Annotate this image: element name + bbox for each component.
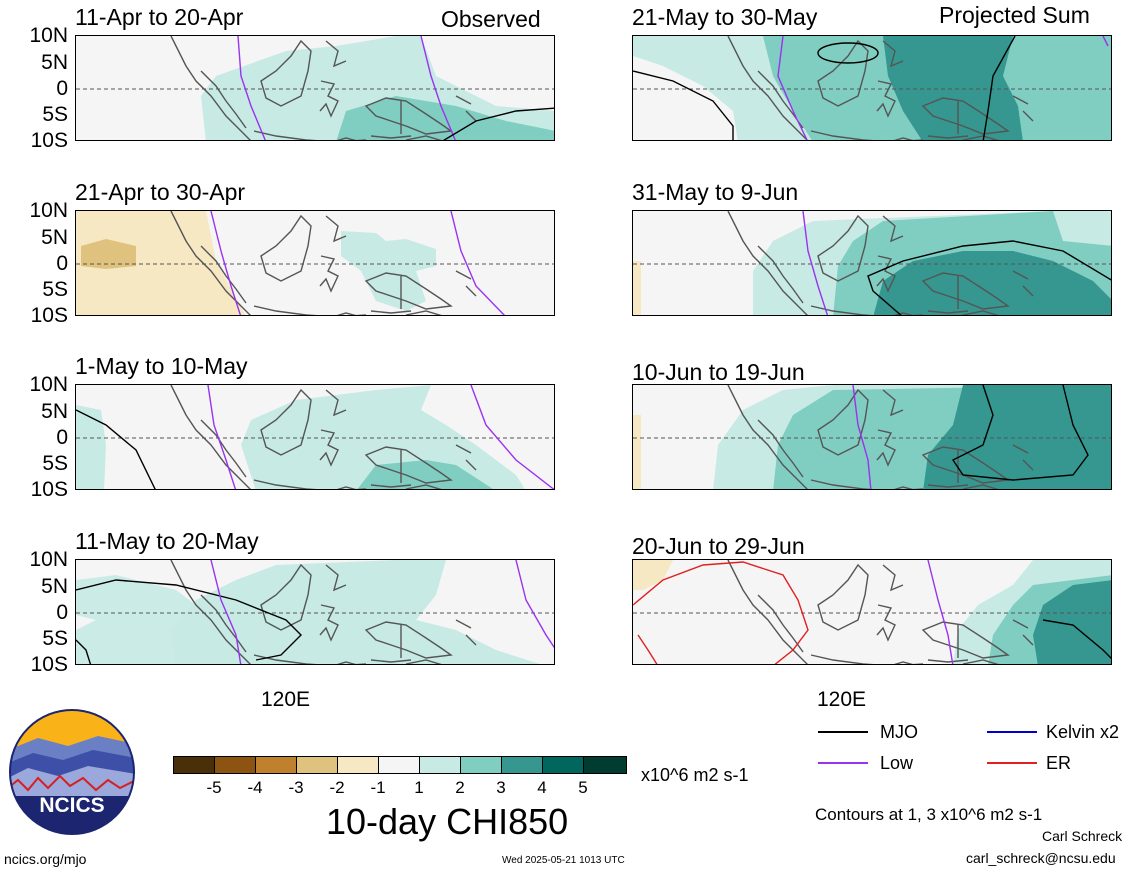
lat-label-0: 0 xyxy=(56,426,68,449)
map-panel-3 xyxy=(75,384,555,490)
colorbar-swatch xyxy=(255,756,297,774)
legend-mjo-line xyxy=(818,731,868,733)
colorbar-swatch xyxy=(501,756,543,774)
chart-title: 10-day CHI850 xyxy=(326,801,569,842)
colorbar-swatch xyxy=(337,756,379,774)
author-email[interactable]: carl_schreck@ncsu.edu xyxy=(966,850,1116,866)
colorbar-swatch xyxy=(378,756,420,774)
lat-label-10s: 10S xyxy=(30,129,68,152)
lat-label-5n: 5N xyxy=(41,575,68,598)
panel-8-title: 20-Jun to 29-Jun xyxy=(632,533,805,559)
panel-4-title: 11-May to 20-May xyxy=(75,528,259,554)
colorbar-swatch xyxy=(542,756,584,774)
map-panel-4 xyxy=(75,559,555,665)
panel-2-title: 21-Apr to 30-Apr xyxy=(75,179,246,205)
map-panel-8 xyxy=(632,559,1112,665)
colorbar xyxy=(173,756,627,774)
colorbar-label: -3 xyxy=(288,778,304,797)
colorbar-label: 3 xyxy=(496,778,506,797)
colorbar-swatch xyxy=(214,756,256,774)
logo-text: NCICS xyxy=(39,794,105,817)
legend-low-line xyxy=(818,762,868,764)
panel-3-title: 1-May to 10-May xyxy=(75,353,248,379)
map-panel-7 xyxy=(632,384,1112,490)
lat-label-0: 0 xyxy=(56,601,68,624)
legend-er-line xyxy=(987,762,1037,764)
colorbar-swatch xyxy=(460,756,502,774)
colorbar-label: -4 xyxy=(247,778,263,797)
projected-header: Projected Sum xyxy=(939,2,1090,28)
colorbar-label: -2 xyxy=(329,778,345,797)
map-panel-2 xyxy=(75,210,555,316)
lat-label-10s: 10S xyxy=(30,304,68,327)
panel-5-title: 21-May to 30-May xyxy=(632,4,818,30)
lat-label-10n: 10N xyxy=(29,199,68,222)
lat-label-5n: 5N xyxy=(41,226,68,249)
map-panel-5 xyxy=(632,35,1112,141)
ncics-logo: NCICS xyxy=(8,708,136,836)
colorbar-swatch xyxy=(419,756,461,774)
colorbar-swatch xyxy=(583,756,627,774)
source-url[interactable]: ncics.org/mjo xyxy=(4,851,87,867)
colorbar-label: -1 xyxy=(370,778,386,797)
contour-note: Contours at 1, 3 x10^6 m2 s-1 xyxy=(815,805,1043,824)
lon-label-right: 120E xyxy=(817,688,867,711)
legend-kelvin-line xyxy=(987,731,1037,733)
panel-6-title: 31-May to 9-Jun xyxy=(632,179,799,205)
observed-header: Observed xyxy=(441,6,541,32)
lat-label-10n: 10N xyxy=(29,24,68,47)
lat-label-5s: 5S xyxy=(42,103,68,126)
colorbar-label: 1 xyxy=(414,778,424,797)
lat-label-10s: 10S xyxy=(30,478,68,501)
colorbar-swatch xyxy=(296,756,338,774)
map-panel-1 xyxy=(75,35,555,141)
lat-label-5s: 5S xyxy=(42,627,68,650)
colorbar-units: x10^6 m2 s-1 xyxy=(641,765,749,785)
lat-label-5s: 5S xyxy=(42,452,68,475)
lat-label-5n: 5N xyxy=(41,400,68,423)
map-panel-6 xyxy=(632,210,1112,316)
lat-label-10n: 10N xyxy=(29,373,68,396)
legend-low-label: Low xyxy=(880,753,914,773)
lat-label-0: 0 xyxy=(56,252,68,275)
lat-label-10s: 10S xyxy=(30,653,68,676)
colorbar-label: 4 xyxy=(537,778,547,797)
legend-mjo-label: MJO xyxy=(880,722,918,742)
colorbar-label: -5 xyxy=(206,778,222,797)
lat-label-10n: 10N xyxy=(29,548,68,571)
panel-1-title: 11-Apr to 20-Apr xyxy=(75,4,244,30)
panel-7-title: 10-Jun to 19-Jun xyxy=(632,359,805,385)
lon-label-left: 120E xyxy=(261,688,311,711)
legend-er-label: ER xyxy=(1046,753,1072,773)
colorbar-swatch xyxy=(173,756,215,774)
author-name: Carl Schreck xyxy=(1042,828,1123,844)
lat-label-5n: 5N xyxy=(41,51,68,74)
legend-kelvin-label: Kelvin x2 xyxy=(1046,722,1120,742)
timestamp: Wed 2025-05-21 1013 UTC xyxy=(502,855,625,866)
colorbar-label: 2 xyxy=(455,778,465,797)
lat-label-5s: 5S xyxy=(42,278,68,301)
lat-label-0: 0 xyxy=(56,77,68,100)
colorbar-label: 5 xyxy=(578,778,588,797)
